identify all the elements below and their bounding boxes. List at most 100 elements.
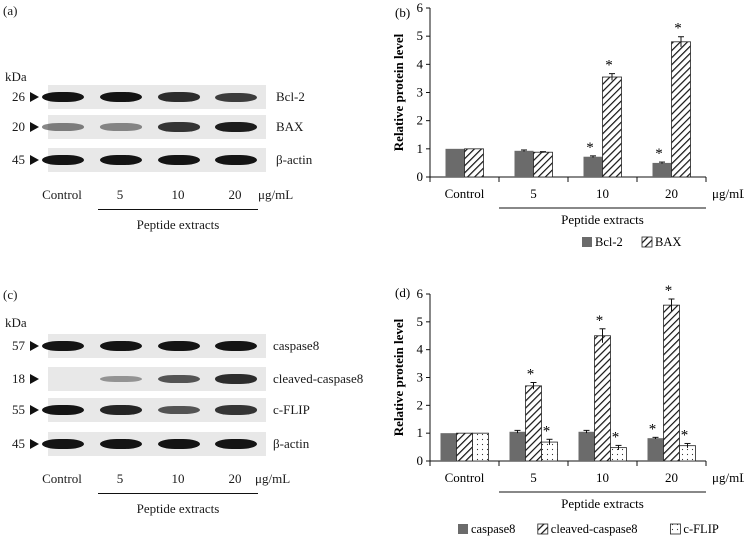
blot-band (158, 155, 200, 165)
x-tick-label: 5 (530, 470, 537, 485)
arrow-right-icon (30, 155, 39, 165)
x-tick-label: Control (445, 470, 485, 485)
blot-band (215, 341, 257, 351)
blot-band (42, 405, 84, 415)
mw-value: 20 (12, 119, 25, 134)
legend-label: Bcl-2 (595, 235, 623, 249)
y-tick-label: 2 (417, 397, 424, 412)
blot-band (215, 155, 257, 165)
blot-band (42, 439, 84, 449)
protein-name: BAX (276, 119, 304, 134)
bar (541, 441, 558, 462)
bar (464, 148, 484, 178)
lane-label: 10 (171, 471, 185, 486)
blot-band (100, 123, 142, 131)
unit-label: μg/mL (712, 186, 744, 201)
bar (533, 151, 553, 178)
significance-mark: * (543, 423, 551, 439)
arrow-right-icon (30, 122, 39, 132)
unit-label: μg/mL (712, 470, 744, 485)
y-axis-label: Relative protein level (391, 318, 406, 436)
mw-marker: 20 (12, 120, 39, 133)
blot-band (100, 375, 142, 383)
y-tick-label: 5 (417, 28, 424, 43)
blot-band (158, 374, 200, 384)
bar (663, 304, 680, 462)
bar (525, 385, 542, 462)
blot-band (158, 341, 200, 351)
unit-label: μg/mL (258, 187, 294, 202)
blot-band (215, 374, 257, 384)
x-tick-label: 5 (530, 186, 537, 201)
bar (652, 162, 672, 177)
bar (602, 76, 622, 178)
lane-label: 20 (228, 187, 242, 202)
significance-mark: * (527, 367, 535, 383)
legend-swatch (641, 236, 653, 248)
blot-band (215, 122, 257, 132)
mw-marker: 18 (12, 372, 39, 385)
blot-band (100, 155, 142, 165)
legend-swatch (582, 237, 592, 247)
y-tick-label: 3 (417, 370, 424, 385)
lane-label: 5 (116, 471, 124, 486)
y-tick-label: 5 (417, 314, 424, 329)
mw-value: 18 (12, 371, 25, 386)
y-tick-label: 3 (417, 85, 424, 100)
significance-mark: * (681, 427, 689, 443)
significance-mark: * (665, 283, 673, 299)
significance-mark: * (612, 429, 620, 445)
lane-label: 5 (116, 187, 124, 202)
mw-marker: 26 (12, 90, 39, 103)
lane-label: Control (42, 471, 82, 486)
blot-band (158, 439, 200, 449)
bar (445, 148, 465, 177)
protein-name: cleaved-caspase8 (273, 371, 364, 386)
bar-chart-b: (b) 0 1 2 3 4 5 6 Relative protein level * * * * Cont… (391, 0, 744, 249)
arrow-right-icon (30, 341, 39, 351)
bar (472, 432, 489, 462)
y-tick-label: 6 (417, 286, 424, 301)
y-tick-label: 0 (417, 453, 424, 468)
y-axis-label: Relative protein level (391, 33, 406, 151)
legend-swatch (669, 523, 681, 535)
legend-label: BAX (655, 235, 681, 249)
mw-value: 55 (12, 402, 25, 417)
y-tick-label: 6 (417, 0, 424, 15)
x-tick-label: 20 (665, 470, 678, 485)
blot-band (42, 123, 84, 131)
significance-mark: * (596, 313, 604, 329)
arrow-right-icon (30, 374, 39, 384)
legend-label: cleaved-caspase8 (551, 522, 638, 536)
legend-label: c-FLIP (683, 522, 718, 536)
legend-swatch (458, 524, 468, 534)
legend-label: caspase8 (471, 522, 515, 536)
group-label: Peptide extracts (561, 212, 644, 227)
panel-a-kda-label: kDa (5, 69, 27, 84)
bar (583, 156, 603, 177)
bar (509, 431, 526, 461)
protein-name: Bcl-2 (276, 89, 305, 104)
lane-label: 10 (171, 187, 185, 202)
mw-marker: 45 (12, 153, 39, 166)
panel-c-label: (c) (3, 287, 18, 302)
panel-c-kda-label: kDa (5, 315, 27, 330)
arrow-right-icon (30, 439, 39, 449)
panel-label: (b) (395, 5, 410, 20)
y-tick-label: 0 (417, 169, 424, 184)
mw-marker: 45 (12, 437, 39, 450)
legend-swatch (537, 523, 549, 535)
significance-mark: * (586, 140, 594, 156)
group-bracket-line (98, 493, 258, 494)
mw-marker: 57 (12, 339, 39, 352)
blot-band (158, 405, 200, 415)
panel-a-label: (a) (3, 3, 18, 18)
blot-band (42, 92, 84, 102)
blot-band (100, 341, 142, 351)
blot-band (215, 405, 257, 415)
panel-label: (d) (395, 285, 410, 300)
mw-marker: 55 (12, 403, 39, 416)
protein-name: β-actin (276, 152, 313, 167)
blot-band (158, 92, 200, 102)
bar-chart-d: (d) 0 1 2 3 4 5 6 Relative protein level * * * * * * * C… (391, 283, 744, 536)
